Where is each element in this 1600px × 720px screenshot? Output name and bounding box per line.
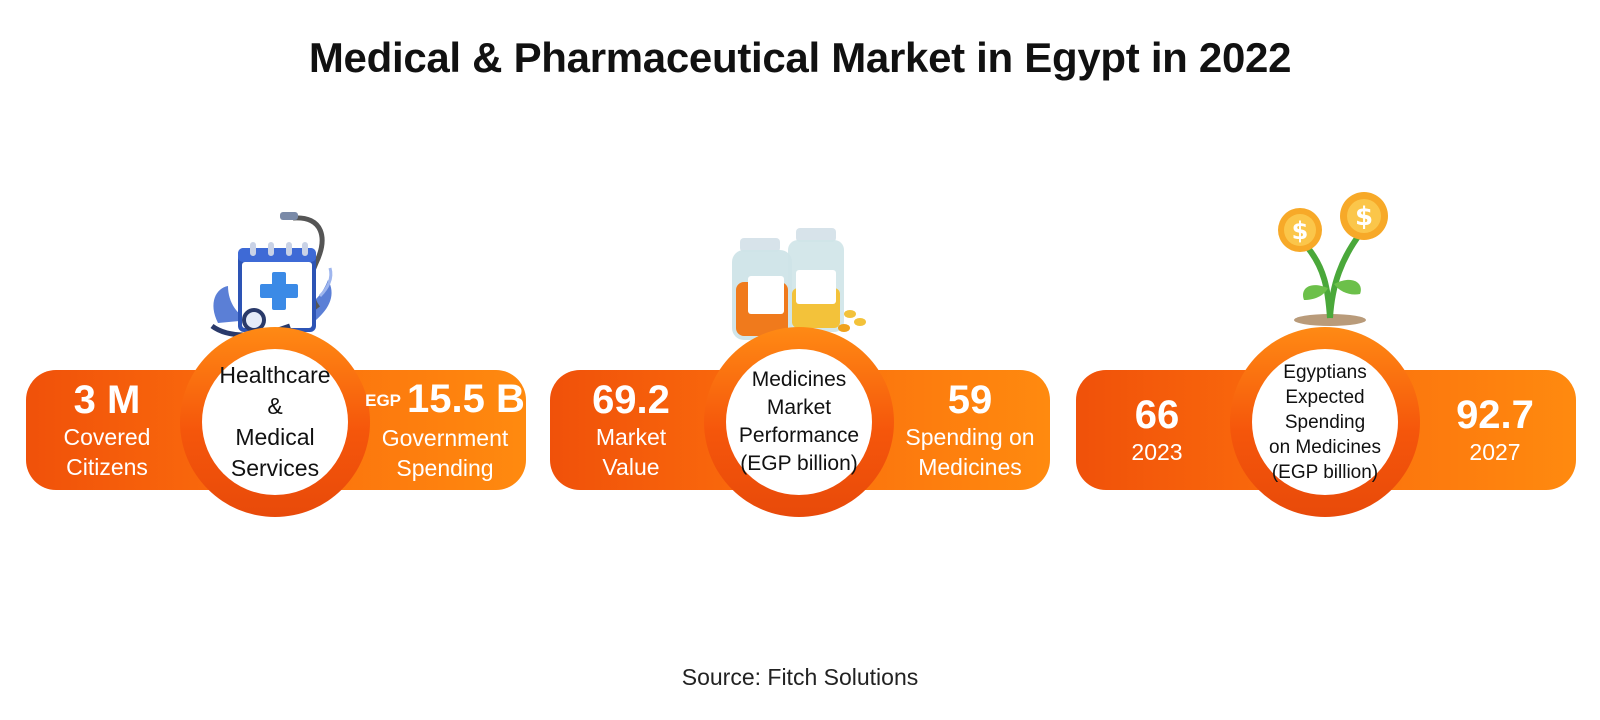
- stat-value: 15.5 B: [407, 376, 525, 421]
- stat-label: Covered Citizens: [63, 424, 151, 480]
- spending-2023-stat: 66 2023: [1082, 370, 1232, 490]
- center-label: Egyptians Expected Spending on Medicines…: [1269, 361, 1381, 483]
- market-value-stat: 69.2 Market Value: [556, 370, 706, 490]
- stat-value: 66: [1134, 393, 1180, 437]
- stat-value: 92.7: [1456, 393, 1534, 437]
- stat-label: Market Value: [595, 424, 667, 480]
- center-circle: Healthcare & Medical Services: [180, 327, 370, 517]
- stat-label: Spending on Medicines: [905, 424, 1035, 480]
- center-circle: Medicines Market Performance (EGP billio…: [704, 327, 894, 517]
- currency-unit: EGP: [365, 391, 402, 411]
- svg-text:$: $: [1355, 202, 1373, 232]
- spending-on-medicines-stat: 59 Spending on Medicines: [890, 370, 1050, 490]
- stat-value: 3 M: [73, 378, 141, 422]
- stat-label: Government Spending: [381, 425, 509, 482]
- medicine-bottles-icon: [732, 228, 866, 342]
- source-note: Source: Fitch Solutions: [681, 664, 919, 690]
- stat-year: 2023: [1131, 439, 1183, 465]
- center-label: Healthcare & Medical Services: [219, 362, 331, 481]
- page-title: Medical & Pharmaceutical Market in Egypt…: [308, 34, 1292, 81]
- medicines-market-card: 69.2 Market Value Medicines Market Perfo…: [550, 228, 1050, 517]
- expected-spending-card: $ $ 66 2023 Egyptians Expected Spending …: [1076, 192, 1576, 517]
- covered-citizens-stat: 3 M Covered Citizens: [32, 370, 182, 490]
- spending-2027-stat: 92.7 2027: [1420, 370, 1570, 490]
- healthcare-card: 3 M Covered Citizens Healthcare & Medica…: [26, 212, 526, 517]
- center-label: Medicines Market Performance (EGP billio…: [738, 368, 860, 475]
- money-plant-icon: $ $: [1278, 192, 1388, 326]
- svg-text:$: $: [1292, 217, 1309, 245]
- stat-value: 59: [947, 378, 993, 422]
- stat-value: 69.2: [592, 378, 670, 422]
- government-spending-stat: EGP 15.5 B Government Spending: [364, 370, 526, 490]
- center-circle: Egyptians Expected Spending on Medicines…: [1230, 327, 1420, 517]
- stat-year: 2027: [1469, 439, 1521, 465]
